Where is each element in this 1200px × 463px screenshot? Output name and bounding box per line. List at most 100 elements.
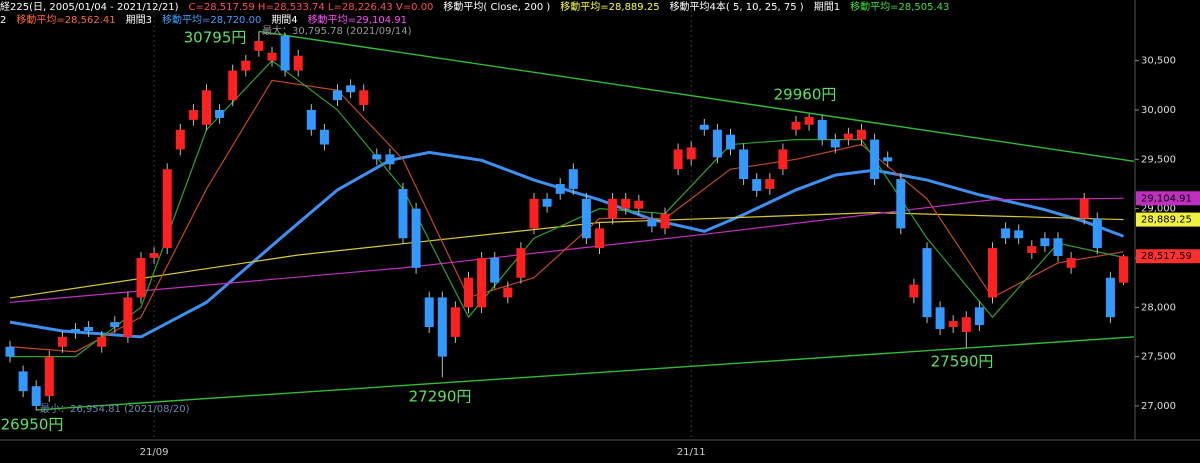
moving-average (10, 59, 1124, 358)
candle-body (319, 129, 329, 145)
candle-body (830, 139, 840, 148)
candle-body (621, 198, 631, 209)
header-item: 経225(日, 2005/01/04 - 2021/12/21) (0, 0, 179, 13)
candle-body (306, 110, 316, 130)
candle-body (280, 36, 290, 71)
candle-body (359, 90, 369, 106)
candle-body (712, 129, 722, 158)
min-label: 最小：26,954.81 (2021/08/20) (40, 403, 190, 415)
candle-body (791, 121, 801, 130)
candle-body (5, 346, 15, 357)
y-tick-label: 27,500 (1141, 352, 1176, 363)
candle-body (935, 307, 945, 330)
candle-body (634, 200, 644, 209)
candle-body (31, 386, 41, 406)
header-item: 移動平均=28,505.43 (850, 0, 949, 13)
candle-body (843, 133, 853, 140)
header-item: 移動平均( Close, 200 ) (443, 0, 550, 13)
price-annotation: 27590円 (931, 353, 994, 371)
candle-body (202, 90, 211, 125)
candle-body (57, 336, 67, 347)
price-annotation: 30795円 (184, 29, 247, 47)
candle-body (293, 55, 303, 71)
candle-body (411, 208, 421, 268)
candle-body (909, 284, 919, 298)
candle-body (1027, 246, 1037, 254)
candle-body (660, 213, 670, 229)
moving-average (9, 212, 1124, 299)
candle-body (1105, 277, 1115, 318)
candle-body (424, 297, 434, 328)
moving-average (9, 79, 1124, 353)
candle-body (267, 52, 277, 61)
price-tag-label: 28,889.25 (1141, 215, 1192, 226)
price-annotation: 26950円 (1, 416, 64, 434)
candle-body (97, 336, 107, 347)
candle-body (699, 124, 709, 130)
candle-body (739, 149, 749, 180)
candle-body (595, 228, 604, 249)
candle-body (346, 85, 356, 93)
candle-body (1092, 218, 1102, 249)
candle-body (752, 179, 762, 191)
candle-body (883, 157, 893, 162)
header-line: 経225(日, 2005/01/04 - 2021/12/21) C=28,517… (0, 0, 949, 13)
candle-body (529, 198, 539, 229)
header-item: 移動平均=28,889.25 (560, 0, 659, 13)
candle-body (948, 321, 958, 328)
candle-body (44, 356, 54, 397)
candle-body (84, 327, 94, 331)
candle-body (726, 134, 735, 150)
candle-body (765, 179, 775, 189)
candle-body (162, 169, 172, 249)
candle-body (896, 179, 906, 229)
candle-body (686, 147, 696, 160)
header-item: 移動平均=28,720.00 (162, 13, 261, 26)
header-line: 2 移動平均=28,562.41 期間3 移動平均=28,720.00 期間4 移動平均=… (0, 13, 407, 26)
header-item: 期間3 (126, 14, 152, 26)
header-item: 2 (0, 15, 6, 26)
moving-average (9, 197, 1124, 303)
y-tick-label: 30,500 (1141, 56, 1176, 67)
candle-body (1079, 198, 1089, 219)
candle-body (215, 110, 225, 118)
candle-body (542, 198, 552, 207)
candle-body (450, 307, 460, 337)
max-label: 最大：30,795.78 (2021/09/14) (262, 24, 412, 37)
candle-body (1040, 238, 1050, 247)
candle-body (503, 287, 513, 298)
candle-body (1014, 230, 1024, 239)
candle-body (490, 257, 500, 283)
candle-body (961, 317, 971, 332)
candle-body (608, 198, 618, 219)
candle-body (477, 257, 487, 308)
price-tag-label: 29,104.91 (1141, 193, 1192, 204)
candle-body (188, 110, 198, 120)
candle-body (333, 90, 342, 101)
candle-body (857, 129, 866, 140)
trend-line (36, 336, 1135, 411)
header-item: 期間4 (271, 14, 297, 26)
candle-body (870, 139, 880, 180)
price-annotation: 27290円 (409, 388, 472, 406)
price-tag (1136, 212, 1200, 227)
candle-body (372, 154, 382, 160)
candle-body (647, 218, 657, 227)
candle-body (555, 183, 565, 194)
y-tick-label: 27,000 (1141, 401, 1176, 412)
candle-body (778, 149, 788, 170)
x-tick-label: 21/11 (677, 447, 706, 458)
candle-body (516, 248, 526, 278)
candle-body (988, 248, 997, 298)
candle-body (175, 129, 185, 150)
candle-body (673, 149, 683, 170)
candle-body (1053, 238, 1063, 257)
candle-body (464, 277, 473, 308)
candle-body (1066, 257, 1076, 268)
candle-body (922, 248, 932, 318)
candle-body (228, 70, 238, 101)
candle-body (149, 253, 159, 258)
candle-body (398, 188, 408, 239)
